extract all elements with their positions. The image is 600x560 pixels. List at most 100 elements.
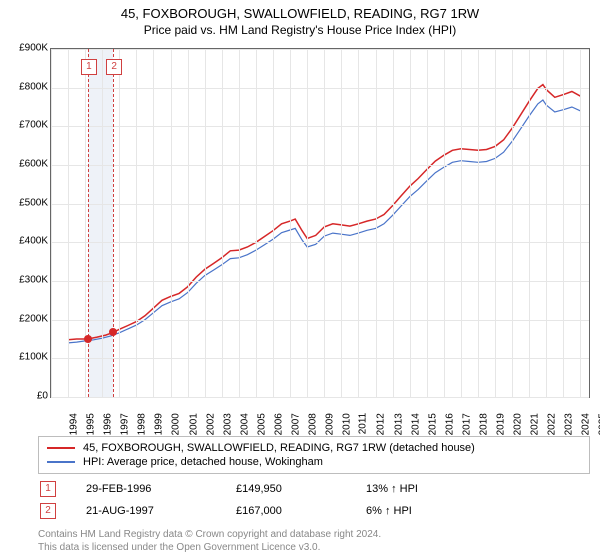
gridline-v bbox=[239, 49, 240, 397]
x-tick-label: 2002 bbox=[205, 413, 216, 435]
legend-label: HPI: Average price, detached house, Woki… bbox=[83, 456, 323, 468]
x-tick-label: 2005 bbox=[256, 413, 267, 435]
x-tick-label: 2012 bbox=[376, 413, 387, 435]
x-tick-label: 2013 bbox=[393, 413, 404, 435]
gridline-h bbox=[51, 204, 589, 205]
gridline-v bbox=[153, 49, 154, 397]
x-tick-label: 2007 bbox=[290, 413, 301, 435]
transactions-table: 129-FEB-1996£149,95013% ↑ HPI221-AUG-199… bbox=[38, 478, 590, 522]
x-tick-label: 2021 bbox=[529, 413, 540, 435]
marker-label-box: 1 bbox=[81, 59, 97, 75]
gridline-v bbox=[119, 49, 120, 397]
x-tick-label: 2008 bbox=[307, 413, 318, 435]
x-tick-label: 2017 bbox=[461, 413, 472, 435]
marker-dashline bbox=[88, 49, 89, 397]
legend-label: 45, FOXBOROUGH, SWALLOWFIELD, READING, R… bbox=[83, 442, 475, 454]
x-tick-label: 2004 bbox=[239, 413, 250, 435]
gridline-v bbox=[478, 49, 479, 397]
gridline-h bbox=[51, 358, 589, 359]
gridline-v bbox=[273, 49, 274, 397]
data-point bbox=[109, 328, 117, 336]
gridline-h bbox=[51, 397, 589, 398]
gridline-v bbox=[256, 49, 257, 397]
plot-area: 12 bbox=[50, 48, 590, 398]
gridline-v bbox=[461, 49, 462, 397]
footer-line-2: This data is licensed under the Open Gov… bbox=[38, 541, 381, 554]
x-tick-label: 1996 bbox=[102, 413, 113, 435]
legend-item: HPI: Average price, detached house, Woki… bbox=[47, 455, 581, 469]
gridline-v bbox=[393, 49, 394, 397]
x-tick-label: 2018 bbox=[478, 413, 489, 435]
transaction-price: £149,950 bbox=[236, 483, 366, 495]
gridline-v bbox=[188, 49, 189, 397]
gridline-v bbox=[580, 49, 581, 397]
x-tick-label: 2019 bbox=[495, 413, 506, 435]
x-tick-label: 2000 bbox=[171, 413, 182, 435]
gridline-v bbox=[376, 49, 377, 397]
legend-swatch bbox=[47, 461, 75, 463]
x-tick-label: 1998 bbox=[137, 413, 148, 435]
x-tick-label: 1997 bbox=[119, 413, 130, 435]
legend-swatch bbox=[47, 447, 75, 449]
footer-attribution: Contains HM Land Registry data © Crown c… bbox=[38, 528, 381, 554]
y-tick-label: £0 bbox=[37, 391, 48, 402]
x-tick-label: 2010 bbox=[342, 413, 353, 435]
x-tick-label: 1999 bbox=[154, 413, 165, 435]
gridline-v bbox=[358, 49, 359, 397]
x-tick-label: 1994 bbox=[68, 413, 79, 435]
gridline-h bbox=[51, 165, 589, 166]
transaction-pct: 13% ↑ HPI bbox=[366, 483, 486, 495]
gridline-h bbox=[51, 242, 589, 243]
gridline-v bbox=[85, 49, 86, 397]
x-tick-label: 2016 bbox=[444, 413, 455, 435]
transaction-pct: 6% ↑ HPI bbox=[366, 505, 486, 517]
marker-label-box: 2 bbox=[106, 59, 122, 75]
legend: 45, FOXBOROUGH, SWALLOWFIELD, READING, R… bbox=[38, 436, 590, 474]
y-tick-label: £100K bbox=[19, 352, 48, 363]
gridline-v bbox=[546, 49, 547, 397]
transaction-marker: 2 bbox=[40, 503, 56, 519]
gridline-v bbox=[307, 49, 308, 397]
x-tick-label: 2003 bbox=[222, 413, 233, 435]
x-tick-label: 2022 bbox=[546, 413, 557, 435]
x-tick-label: 2015 bbox=[427, 413, 438, 435]
gridline-v bbox=[102, 49, 103, 397]
y-tick-label: £200K bbox=[19, 313, 48, 324]
y-tick-label: £900K bbox=[19, 43, 48, 54]
gridline-v bbox=[410, 49, 411, 397]
gridline-h bbox=[51, 126, 589, 127]
gridline-v bbox=[341, 49, 342, 397]
gridline-v bbox=[68, 49, 69, 397]
transaction-row: 129-FEB-1996£149,95013% ↑ HPI bbox=[38, 478, 590, 500]
gridline-v bbox=[512, 49, 513, 397]
gridline-v bbox=[51, 49, 52, 397]
gridline-v bbox=[324, 49, 325, 397]
transaction-date: 21-AUG-1997 bbox=[86, 505, 236, 517]
gridline-v bbox=[563, 49, 564, 397]
gridline-v bbox=[205, 49, 206, 397]
gridline-v bbox=[427, 49, 428, 397]
x-tick-label: 2014 bbox=[410, 413, 421, 435]
chart-title: 45, FOXBOROUGH, SWALLOWFIELD, READING, R… bbox=[0, 0, 600, 21]
data-point bbox=[84, 335, 92, 343]
gridline-v bbox=[444, 49, 445, 397]
y-tick-label: £700K bbox=[19, 120, 48, 131]
gridline-h bbox=[51, 49, 589, 50]
x-tick-label: 2011 bbox=[358, 413, 369, 435]
gridline-h bbox=[51, 88, 589, 89]
transaction-row: 2 21-AUG-1997£167,0006% ↑ HPI bbox=[38, 500, 590, 522]
y-tick-label: £500K bbox=[19, 197, 48, 208]
transaction-marker: 1 bbox=[40, 481, 56, 497]
legend-item: 45, FOXBOROUGH, SWALLOWFIELD, READING, R… bbox=[47, 441, 581, 455]
gridline-v bbox=[136, 49, 137, 397]
y-tick-label: £400K bbox=[19, 236, 48, 247]
gridline-v bbox=[222, 49, 223, 397]
x-tick-label: 2023 bbox=[564, 413, 575, 435]
x-tick-label: 2020 bbox=[512, 413, 523, 435]
x-tick-label: 2024 bbox=[581, 413, 592, 435]
transaction-price: £167,000 bbox=[236, 505, 366, 517]
x-tick-label: 2001 bbox=[188, 413, 199, 435]
gridline-h bbox=[51, 281, 589, 282]
y-tick-label: £600K bbox=[19, 159, 48, 170]
gridline-v bbox=[529, 49, 530, 397]
